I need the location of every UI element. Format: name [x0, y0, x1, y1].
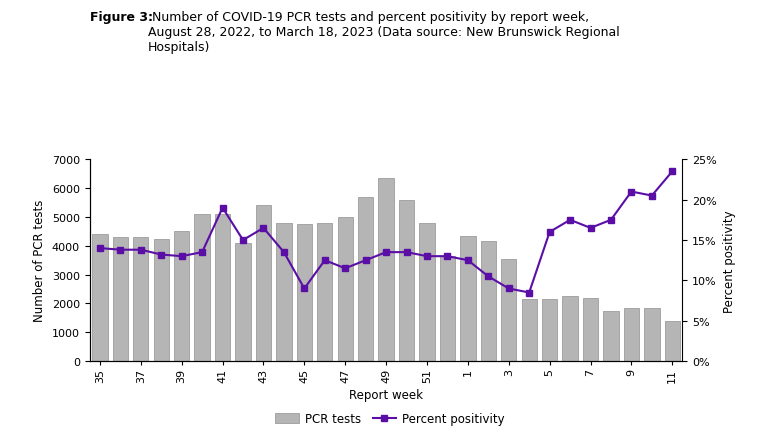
Bar [154, 239, 169, 361]
Y-axis label: Percent positivity: Percent positivity [722, 209, 736, 312]
Legend: PCR tests, Percent positivity: PCR tests, Percent positivity [271, 407, 509, 430]
Bar [92, 235, 108, 361]
Bar [440, 256, 455, 361]
Bar [215, 215, 230, 361]
Bar [194, 215, 210, 361]
Text: Number of COVID-19 PCR tests and percent positivity by report week,
August 28, 2: Number of COVID-19 PCR tests and percent… [148, 11, 620, 54]
Bar [522, 300, 537, 361]
Bar [542, 300, 557, 361]
Bar [296, 225, 312, 361]
X-axis label: Report week: Report week [349, 388, 423, 401]
Bar [644, 308, 660, 361]
Bar [276, 223, 292, 361]
Bar [603, 311, 619, 361]
Bar [174, 232, 190, 361]
Bar [624, 308, 639, 361]
Bar [562, 297, 578, 361]
Bar [420, 223, 434, 361]
Text: Figure 3:: Figure 3: [90, 11, 153, 24]
Bar [399, 200, 414, 361]
Bar [501, 259, 516, 361]
Bar [256, 206, 271, 361]
Bar [338, 217, 353, 361]
Bar [460, 236, 476, 361]
Bar [112, 237, 128, 361]
Y-axis label: Number of PCR tests: Number of PCR tests [34, 200, 46, 321]
Bar [236, 244, 250, 361]
Bar [133, 237, 148, 361]
Bar [358, 197, 374, 361]
Bar [583, 298, 598, 361]
Bar [378, 179, 394, 361]
Bar [665, 321, 680, 361]
Bar [317, 223, 332, 361]
Bar [480, 242, 496, 361]
